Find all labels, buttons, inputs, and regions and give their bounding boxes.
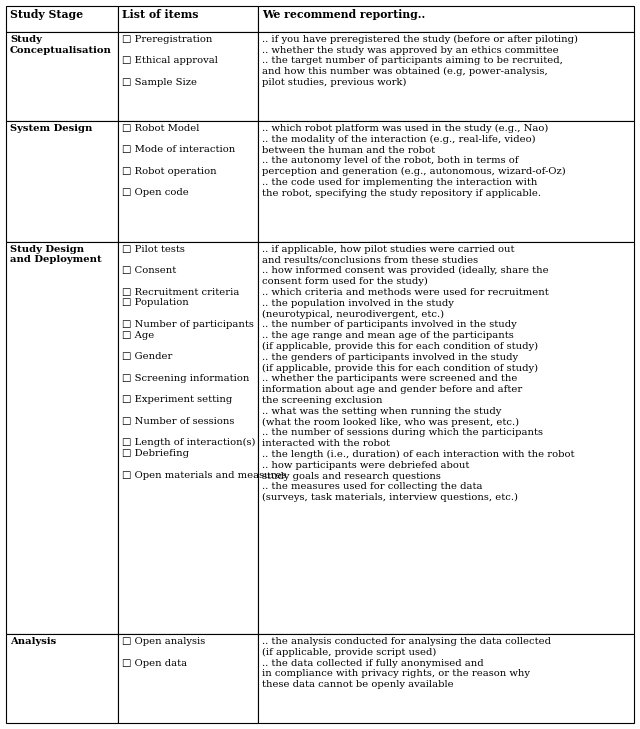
Bar [258,6,634,32]
Text: System Design: System Design [10,124,92,133]
Bar [118,242,258,634]
Bar [6,121,118,242]
Bar [118,121,258,242]
Text: .. if applicable, how pilot studies were carried out
and results/conclusions fro: .. if applicable, how pilot studies were… [262,245,575,502]
Text: We recommend reporting..: We recommend reporting.. [262,9,425,20]
Bar [118,32,258,121]
Text: List of items: List of items [122,9,198,20]
Text: Study Stage: Study Stage [10,9,83,20]
Bar [6,6,118,32]
Text: □ Open analysis

□ Open data: □ Open analysis □ Open data [122,637,205,668]
Bar [258,242,634,634]
Bar [258,634,634,723]
Text: Study
Conceptualisation: Study Conceptualisation [10,35,112,55]
Text: □ Robot Model

□ Mode of interaction

□ Robot operation

□ Open code: □ Robot Model □ Mode of interaction □ Ro… [122,124,236,198]
Bar [258,121,634,242]
Bar [6,32,118,121]
Bar [6,634,118,723]
Text: .. the analysis conducted for analysing the data collected
(if applicable, provi: .. the analysis conducted for analysing … [262,637,551,689]
Text: Analysis: Analysis [10,637,56,646]
Bar [6,242,118,634]
Text: Study Design
and Deployment: Study Design and Deployment [10,245,102,265]
Text: □ Pilot tests

□ Consent

□ Recruitment criteria
□ Population

□ Number of parti: □ Pilot tests □ Consent □ Recruitment cr… [122,245,287,480]
Text: .. if you have preregistered the study (before or after piloting)
.. whether the: .. if you have preregistered the study (… [262,35,578,87]
Text: □ Preregistration

□ Ethical approval

□ Sample Size: □ Preregistration □ Ethical approval □ S… [122,35,218,87]
Text: .. which robot platform was used in the study (e.g., Nao)
.. the modality of the: .. which robot platform was used in the … [262,124,566,198]
Bar [118,6,258,32]
Bar [258,32,634,121]
Bar [118,634,258,723]
